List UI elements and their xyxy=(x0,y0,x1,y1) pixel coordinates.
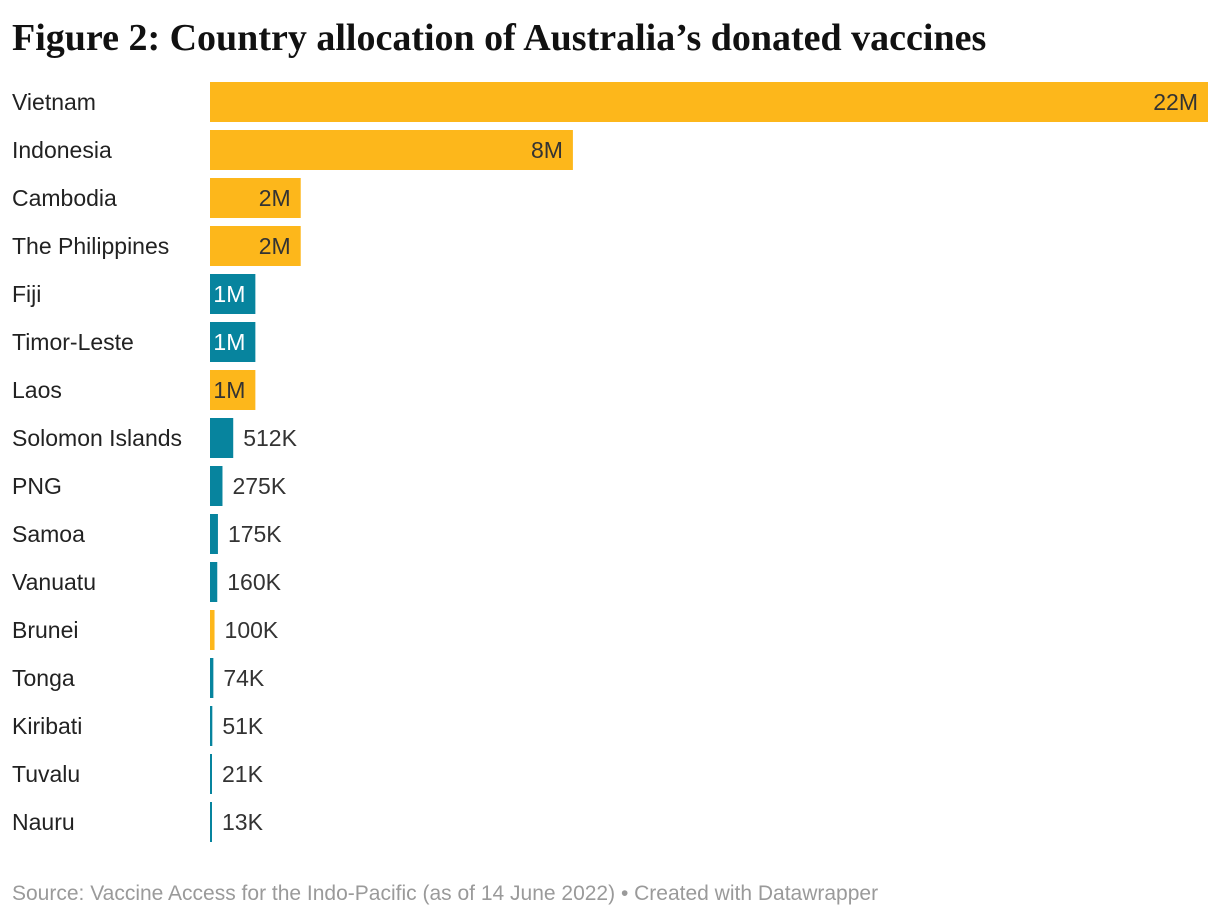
value-label: 51K xyxy=(222,713,264,739)
category-label: Solomon Islands xyxy=(12,425,182,451)
category-label: Nauru xyxy=(12,809,75,835)
chart-title: Figure 2: Country allocation of Australi… xyxy=(12,17,987,59)
category-label: Tuvalu xyxy=(12,761,80,787)
source-note: Source: Vaccine Access for the Indo-Paci… xyxy=(12,882,879,905)
category-label: PNG xyxy=(12,473,62,499)
value-label: 100K xyxy=(225,617,279,643)
category-label: Samoa xyxy=(12,521,85,547)
category-label: Brunei xyxy=(12,617,78,643)
value-label: 21K xyxy=(222,761,264,787)
value-label: 8M xyxy=(531,137,563,163)
bar xyxy=(210,706,213,746)
bar xyxy=(210,370,256,410)
bar-chart: Vietnam 22M Indonesia 8M Cambodia 2M The Phili… xyxy=(12,82,1208,842)
value-label: 2M xyxy=(259,233,291,259)
bar xyxy=(210,226,301,266)
value-label: 275K xyxy=(232,473,286,499)
bar xyxy=(210,802,212,842)
value-label: 160K xyxy=(227,569,281,595)
bar xyxy=(210,754,212,794)
category-label: Indonesia xyxy=(12,137,112,163)
category-label: Tonga xyxy=(12,665,75,691)
value-label: 1M xyxy=(213,377,245,403)
value-label: 512K xyxy=(243,425,297,451)
category-label: Vietnam xyxy=(12,89,96,115)
category-label: Cambodia xyxy=(12,185,117,211)
bar xyxy=(210,322,256,362)
category-label: Fiji xyxy=(12,281,41,307)
bar xyxy=(210,82,1208,122)
bar xyxy=(210,178,301,218)
bar xyxy=(210,658,214,698)
value-label: 1M xyxy=(213,329,245,355)
bar xyxy=(210,130,573,170)
bar xyxy=(210,274,256,314)
value-label: 13K xyxy=(222,809,264,835)
value-label: 2M xyxy=(259,185,291,211)
bar xyxy=(210,466,223,506)
bar xyxy=(210,562,218,602)
category-label: Kiribati xyxy=(12,713,82,739)
value-label: 22M xyxy=(1153,89,1198,115)
category-label: Laos xyxy=(12,377,62,403)
bar xyxy=(210,418,234,458)
bar xyxy=(210,610,215,650)
category-label: Timor-Leste xyxy=(12,329,134,355)
category-label: The Philippines xyxy=(12,233,169,259)
value-label: 175K xyxy=(228,521,282,547)
category-label: Vanuatu xyxy=(12,569,96,595)
value-label: 74K xyxy=(223,665,265,691)
value-label: 1M xyxy=(213,281,245,307)
bar xyxy=(210,514,218,554)
